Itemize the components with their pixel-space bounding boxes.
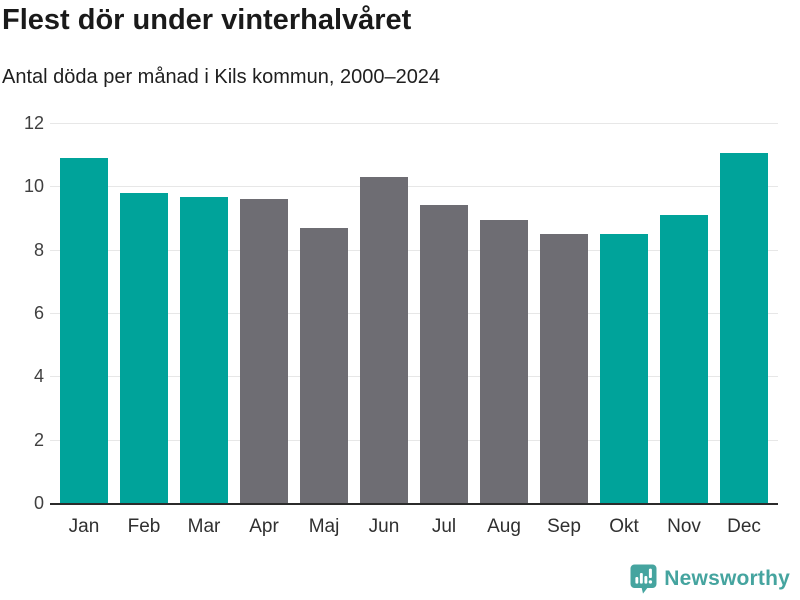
x-label-jul: Jul xyxy=(431,516,457,537)
plot-area xyxy=(50,123,778,505)
gridline-6 xyxy=(50,313,778,314)
bar-aug xyxy=(480,219,528,503)
x-axis: Jan Feb Mar Apr Maj Jun Jul Aug Sep Okt Nov Dec xyxy=(50,516,778,538)
bar-jul xyxy=(420,205,468,503)
x-label-jan: Jan xyxy=(68,516,100,537)
y-tick-label-8: 8 xyxy=(33,239,44,260)
gridline-8 xyxy=(50,249,778,251)
gridline-12 xyxy=(50,123,778,124)
x-label-nov: Nov xyxy=(667,516,701,537)
y-tick-label-10: 10 xyxy=(23,176,44,197)
x-label-maj: Maj xyxy=(308,516,340,537)
x-label-okt: Okt xyxy=(609,516,639,537)
gridline-4 xyxy=(50,376,778,378)
x-label-feb: Feb xyxy=(127,516,161,537)
x-label-aug: Aug xyxy=(487,516,521,537)
y-tick-label-0: 0 xyxy=(33,493,44,513)
bar-apr xyxy=(240,199,288,503)
bar-jun xyxy=(360,176,408,503)
x-label-apr: Apr xyxy=(249,516,279,537)
brand-name: Newsworthy xyxy=(664,567,790,590)
chart-subtitle: Antal döda per månad i Kils kommun, 2000… xyxy=(2,66,441,88)
x-label-mar: Mar xyxy=(187,516,221,537)
bar-feb xyxy=(120,192,168,503)
bar-mar xyxy=(180,197,228,503)
bar-okt xyxy=(600,233,648,503)
y-tick-label-6: 6 xyxy=(33,303,44,323)
bars-group xyxy=(50,123,778,503)
gridline-10 xyxy=(50,186,778,188)
y-axis: 0 2 4 6 8 10 12 xyxy=(0,113,44,513)
bar-nov xyxy=(660,214,708,503)
newsworthy-logo-icon xyxy=(630,564,657,594)
bar-jan xyxy=(60,157,108,503)
bar-sep xyxy=(540,233,588,503)
x-label-dec: Dec xyxy=(727,516,761,537)
y-tick-label-4: 4 xyxy=(33,366,44,387)
y-tick-label-12: 12 xyxy=(23,113,44,133)
chart-title: Flest dör under vinterhalvåret xyxy=(2,4,412,36)
x-label-jun: Jun xyxy=(368,516,400,537)
x-label-sep: Sep xyxy=(547,516,581,537)
y-tick-label-2: 2 xyxy=(33,429,44,450)
brand-footer: Newsworthy xyxy=(630,564,790,594)
bar-dec xyxy=(720,153,768,503)
gridline-2 xyxy=(50,439,778,441)
bar-maj xyxy=(300,227,348,503)
